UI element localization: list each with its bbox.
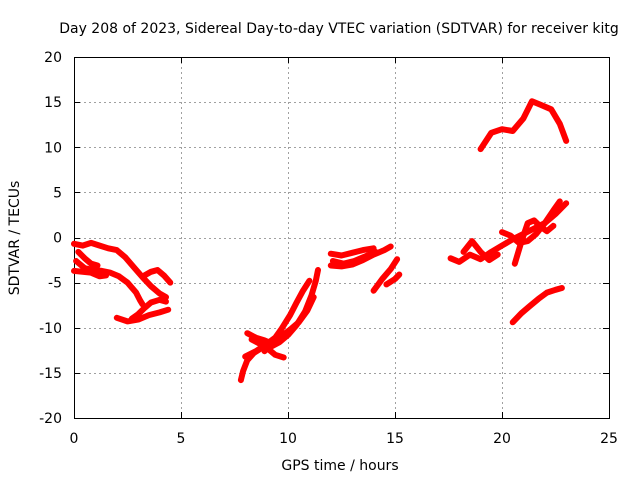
data-series-track-06 bbox=[141, 267, 174, 286]
y-tick-label: -5 bbox=[48, 276, 62, 292]
data-series-track-15 bbox=[329, 248, 379, 267]
data-series-track-04 bbox=[75, 248, 101, 269]
data-series-track-21 bbox=[499, 198, 563, 246]
y-tick-label: -15 bbox=[39, 366, 62, 382]
data-series-track-01 bbox=[71, 239, 169, 301]
data-series-track-17 bbox=[383, 271, 403, 288]
x-tick-label: 15 bbox=[386, 431, 404, 447]
data-series-track-22 bbox=[511, 217, 557, 267]
y-tick-label: 5 bbox=[53, 185, 62, 201]
data-series-track-14 bbox=[327, 245, 377, 259]
x-tick-label: 20 bbox=[493, 431, 511, 447]
data-series-track-20 bbox=[477, 98, 570, 153]
x-tick-label: 10 bbox=[279, 431, 297, 447]
x-tick-label: 25 bbox=[600, 431, 618, 447]
y-tick-label: -10 bbox=[39, 321, 62, 337]
data-series-track-07 bbox=[128, 296, 169, 322]
y-tick-label: 15 bbox=[44, 95, 62, 111]
y-axis-label: SDTVAR / TECUs bbox=[7, 181, 23, 296]
y-tick-label: 10 bbox=[44, 140, 62, 156]
x-tick-label: 0 bbox=[70, 431, 79, 447]
axis-ticks: 0 5 10 15 20 25 -20 -15 -10 -5 0 5 10 15 20 bbox=[39, 50, 618, 447]
data-series-group bbox=[71, 98, 570, 384]
y-tick-label: 20 bbox=[44, 50, 62, 66]
y-tick-label: 0 bbox=[53, 231, 62, 247]
data-series-track-05 bbox=[113, 306, 172, 325]
data-series-track-11 bbox=[244, 330, 274, 347]
x-axis-label: GPS time / hours bbox=[281, 458, 398, 474]
x-tick-label: 5 bbox=[177, 431, 186, 447]
data-series-track-16 bbox=[370, 256, 401, 294]
data-series-track-23 bbox=[509, 285, 565, 326]
data-series-track-09 bbox=[242, 277, 313, 360]
data-series-track-19 bbox=[460, 238, 501, 264]
chart-title: Day 208 of 2023, Sidereal Day-to-day VTE… bbox=[59, 21, 619, 37]
data-series-track-03 bbox=[71, 267, 110, 280]
data-series-track-12 bbox=[261, 294, 317, 355]
y-tick-label: -20 bbox=[39, 411, 62, 427]
data-series-track-02 bbox=[73, 258, 146, 308]
